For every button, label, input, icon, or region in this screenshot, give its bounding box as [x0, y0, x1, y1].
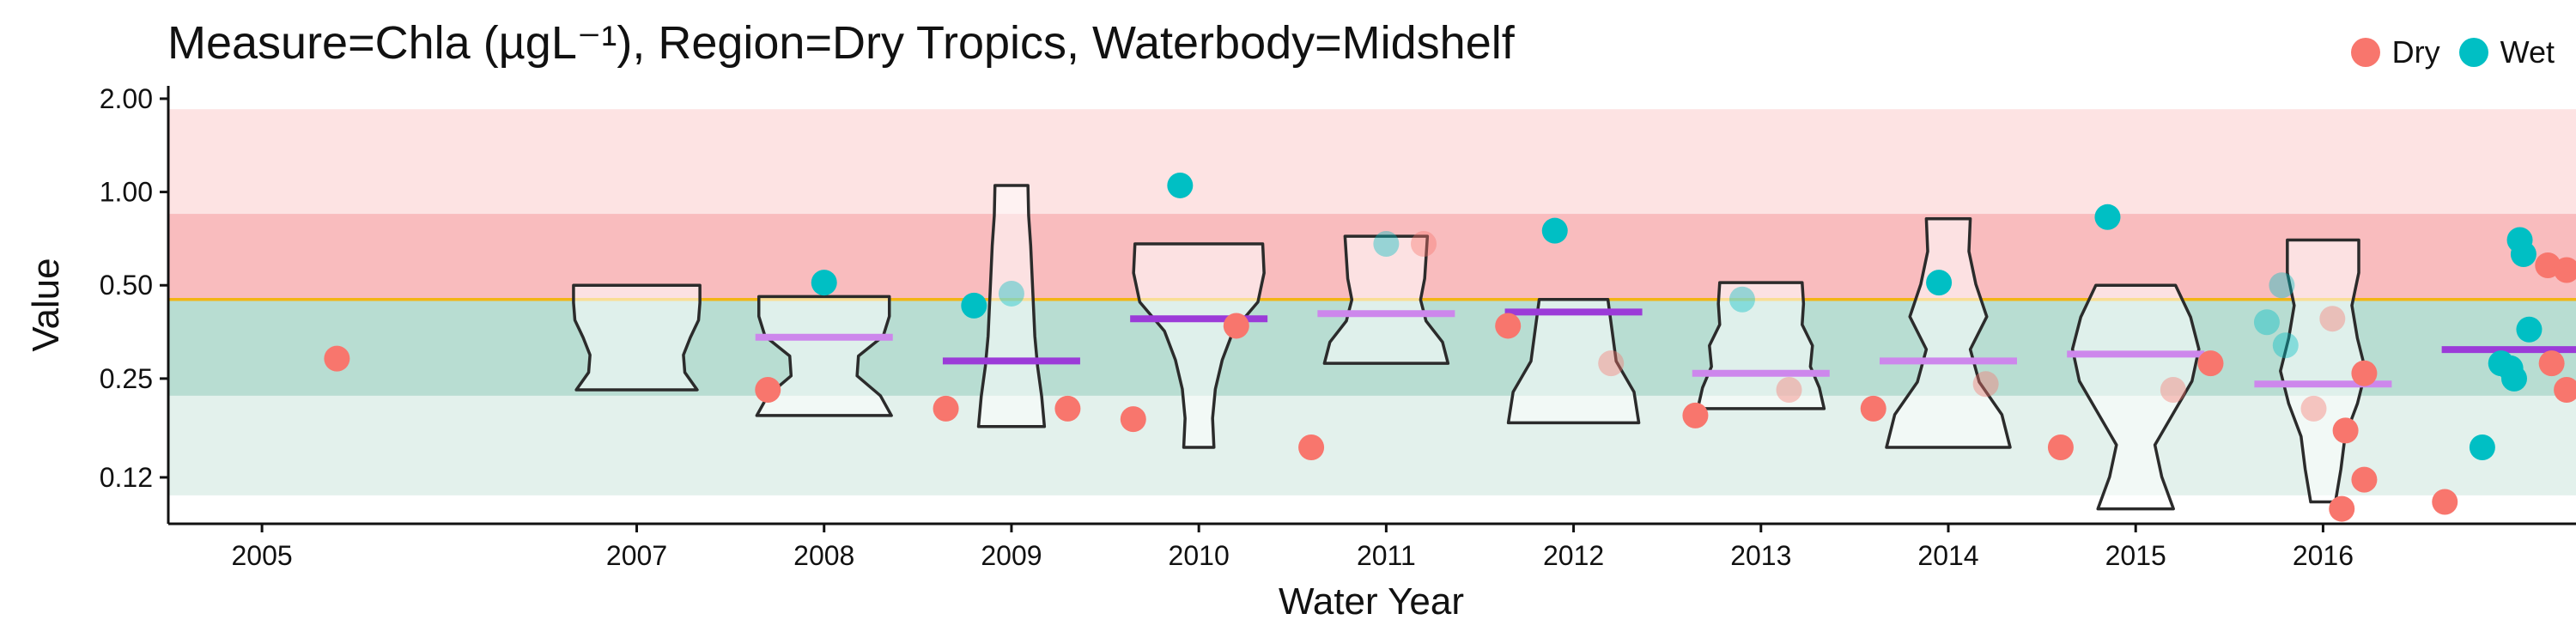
x-tick-label-10: 2016 [2293, 540, 2354, 571]
data-point-17 [1728, 286, 1755, 313]
data-point-42 [2510, 241, 2537, 268]
data-point-33 [2329, 495, 2355, 522]
y-tick-label-2: 0.50 [100, 270, 153, 301]
x-axis-title: Water Year [1279, 580, 1464, 623]
x-tick-label-5: 2011 [1357, 540, 1416, 571]
data-point-34 [2351, 466, 2378, 493]
data-point-7 [1120, 406, 1146, 433]
band-0 [168, 109, 2576, 215]
legend: Dry Wet [2350, 34, 2555, 70]
data-point-29 [2300, 395, 2327, 422]
x-tick-label-0: 2005 [232, 540, 293, 571]
y-tick-label-3: 1.00 [100, 177, 153, 208]
y-tick-label-1: 0.25 [100, 363, 153, 394]
data-point-10 [1298, 434, 1325, 460]
data-point-26 [2253, 309, 2280, 336]
x-tick-label-3: 2009 [981, 540, 1042, 571]
band-3 [168, 395, 2576, 495]
data-point-2 [811, 270, 837, 296]
x-tick-label-9: 2015 [2105, 540, 2166, 571]
violin-group [572, 184, 2367, 511]
data-point-30 [2319, 306, 2346, 332]
data-point-14 [1541, 217, 1568, 244]
y-tick-label-4: 2.00 [100, 83, 153, 114]
data-point-6 [1054, 395, 1081, 422]
x-tick-label-2: 2008 [793, 540, 854, 571]
data-point-32 [2351, 360, 2378, 386]
axes-group [167, 86, 2576, 526]
violin-2013 [1696, 281, 1826, 410]
legend-key-dry [2350, 38, 2380, 67]
data-point-16 [1682, 402, 1709, 428]
data-point-27 [2269, 272, 2295, 299]
data-point-18 [1776, 376, 1802, 403]
x-tick-label-4: 2010 [1169, 540, 1230, 571]
x-tick-label-6: 2012 [1543, 540, 1604, 571]
y-axis-title: Value [25, 258, 67, 351]
legend-label-dry: Dry [2391, 34, 2440, 70]
data-point-4 [961, 292, 987, 319]
median-group [755, 308, 2576, 388]
legend-key-wet [2458, 38, 2488, 67]
data-point-8 [1167, 172, 1194, 198]
data-point-31 [2332, 417, 2359, 444]
data-point-28 [2272, 332, 2299, 359]
data-point-40 [2516, 316, 2543, 343]
data-point-3 [933, 395, 959, 422]
data-point-0 [324, 345, 350, 372]
violin-2007 [572, 283, 702, 392]
data-point-44 [2554, 257, 2576, 283]
data-point-35 [2432, 489, 2458, 515]
data-point-46 [2554, 376, 2576, 403]
data-point-13 [1495, 313, 1522, 339]
violin-2009 [976, 184, 1047, 428]
data-point-21 [1972, 371, 1999, 398]
legend-item-wet: Wet [2458, 34, 2555, 70]
data-point-22 [2047, 434, 2074, 460]
ticks-group: 0.12 0.25 0.50 1.00 2.00 2005 2007 2008 2009 2010… [100, 83, 2354, 571]
data-point-23 [2094, 204, 2121, 230]
data-point-15 [1598, 350, 1625, 377]
y-tick-label-0: 0.12 [100, 462, 153, 493]
data-point-12 [1411, 231, 1437, 258]
data-point-25 [2197, 350, 2224, 377]
data-point-39 [2500, 365, 2527, 392]
x-tick-label-8: 2014 [1917, 540, 1978, 571]
data-point-11 [1373, 231, 1400, 258]
data-point-24 [2160, 376, 2186, 403]
violin-2008 [755, 295, 893, 417]
data-point-9 [1223, 313, 1249, 339]
data-point-19 [1860, 395, 1886, 422]
data-point-45 [2538, 350, 2565, 377]
data-point-36 [2469, 434, 2495, 460]
data-point-5 [998, 280, 1024, 307]
data-point-1 [755, 376, 781, 403]
violin-2015 [2070, 283, 2201, 511]
violin-2010 [1132, 242, 1266, 449]
x-tick-label-1: 2007 [606, 540, 667, 571]
chart-title: Measure=Chla (µgL⁻¹), Region=Dry Tropics… [167, 17, 1515, 69]
data-point-20 [1926, 270, 1953, 296]
legend-label-wet: Wet [2500, 34, 2555, 70]
points-group [324, 172, 2576, 522]
violin-2012 [1506, 298, 1641, 425]
legend-item-dry: Dry [2350, 34, 2440, 70]
x-tick-label-7: 2013 [1730, 540, 1791, 571]
